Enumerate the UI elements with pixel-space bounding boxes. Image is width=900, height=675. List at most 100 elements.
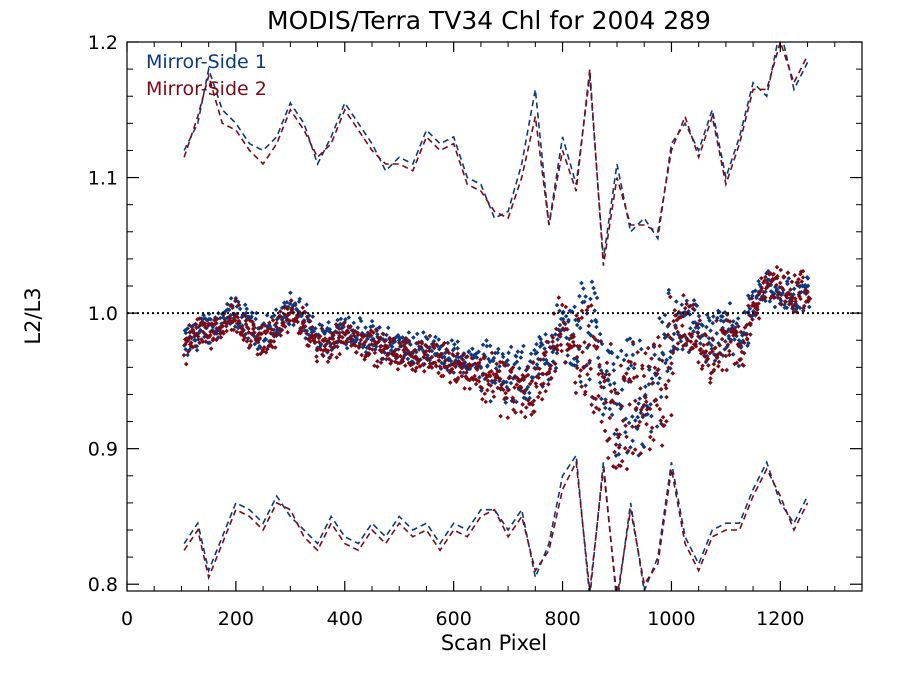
data-point bbox=[250, 326, 256, 332]
data-point bbox=[613, 442, 619, 447]
data-point bbox=[398, 335, 403, 341]
data-point bbox=[245, 316, 250, 322]
data-point bbox=[363, 339, 368, 345]
data-point bbox=[557, 308, 562, 314]
data-point bbox=[490, 358, 496, 364]
data-point bbox=[505, 415, 511, 421]
data-point bbox=[624, 352, 629, 358]
data-point bbox=[239, 314, 245, 320]
data-point bbox=[669, 361, 674, 366]
data-point bbox=[377, 325, 383, 330]
data-point bbox=[410, 351, 415, 356]
data-point bbox=[322, 336, 328, 341]
data-point bbox=[200, 317, 206, 322]
data-point bbox=[774, 282, 779, 288]
legend: Mirror-Side 1 Mirror-Side 2 bbox=[146, 51, 267, 100]
data-point bbox=[207, 334, 212, 340]
data-point bbox=[294, 314, 300, 320]
data-point bbox=[471, 352, 477, 358]
data-point bbox=[272, 345, 278, 350]
chart-title: MODIS/Terra TV34 Chl for 2004 289 bbox=[267, 6, 711, 35]
data-point bbox=[708, 376, 713, 381]
data-point bbox=[756, 301, 761, 306]
data-point bbox=[652, 365, 658, 371]
data-point bbox=[508, 369, 514, 375]
data-point bbox=[599, 396, 604, 402]
data-point bbox=[440, 373, 446, 379]
data-point bbox=[657, 343, 663, 349]
data-point bbox=[514, 399, 519, 405]
data-point bbox=[664, 418, 669, 424]
data-point bbox=[185, 326, 190, 331]
data-point bbox=[190, 344, 195, 350]
data-point bbox=[495, 375, 501, 381]
data-point bbox=[488, 383, 493, 388]
data-point bbox=[534, 341, 539, 347]
data-point bbox=[369, 342, 374, 347]
data-point bbox=[723, 339, 728, 344]
data-point bbox=[250, 319, 255, 325]
data-point bbox=[451, 370, 456, 375]
data-point bbox=[703, 359, 709, 365]
data-point bbox=[279, 327, 285, 333]
data-point bbox=[475, 361, 480, 367]
data-point bbox=[378, 344, 383, 349]
data-point bbox=[671, 331, 677, 337]
data-point bbox=[734, 360, 740, 366]
data-point bbox=[397, 341, 403, 347]
data-point bbox=[517, 366, 522, 371]
data-point bbox=[226, 318, 232, 324]
data-point bbox=[711, 367, 717, 373]
data-point bbox=[274, 320, 279, 326]
data-point bbox=[552, 361, 558, 366]
data-point bbox=[277, 309, 283, 314]
data-point bbox=[577, 325, 583, 331]
data-point bbox=[497, 364, 502, 369]
data-point bbox=[703, 333, 709, 338]
data-point bbox=[351, 320, 357, 326]
data-point bbox=[450, 362, 456, 367]
data-point bbox=[328, 341, 334, 347]
data-point bbox=[287, 311, 292, 316]
data-point bbox=[693, 338, 699, 344]
data-point bbox=[659, 358, 665, 363]
data-point bbox=[601, 401, 607, 406]
data-point bbox=[387, 340, 393, 345]
data-point bbox=[601, 375, 607, 380]
data-point bbox=[424, 343, 429, 349]
data-point bbox=[226, 307, 232, 313]
y-tick-label: 1.2 bbox=[88, 32, 118, 54]
data-point bbox=[257, 325, 262, 331]
data-point bbox=[643, 350, 648, 356]
data-point bbox=[268, 330, 274, 336]
data-point bbox=[375, 358, 380, 364]
data-point bbox=[569, 309, 575, 314]
data-point bbox=[505, 362, 511, 368]
data-point bbox=[746, 340, 751, 346]
data-point bbox=[343, 341, 349, 347]
data-point bbox=[181, 352, 187, 358]
data-point bbox=[725, 318, 731, 323]
data-point bbox=[383, 356, 389, 362]
data-point bbox=[381, 331, 386, 337]
data-point bbox=[374, 328, 380, 333]
data-point bbox=[744, 322, 750, 328]
data-point bbox=[367, 331, 373, 337]
data-point bbox=[594, 295, 600, 301]
data-point bbox=[619, 403, 624, 409]
data-point bbox=[359, 352, 364, 358]
data-point bbox=[533, 381, 539, 386]
data-point bbox=[687, 331, 692, 337]
data-point bbox=[714, 354, 720, 360]
data-point bbox=[552, 344, 558, 350]
data-point bbox=[628, 379, 634, 384]
data-point bbox=[556, 295, 562, 300]
data-point bbox=[741, 331, 747, 337]
data-point bbox=[465, 362, 470, 368]
data-point bbox=[667, 294, 673, 300]
data-point bbox=[278, 333, 284, 338]
data-point bbox=[637, 338, 643, 343]
data-point bbox=[465, 367, 470, 372]
data-point bbox=[335, 344, 340, 350]
data-point bbox=[271, 339, 277, 344]
